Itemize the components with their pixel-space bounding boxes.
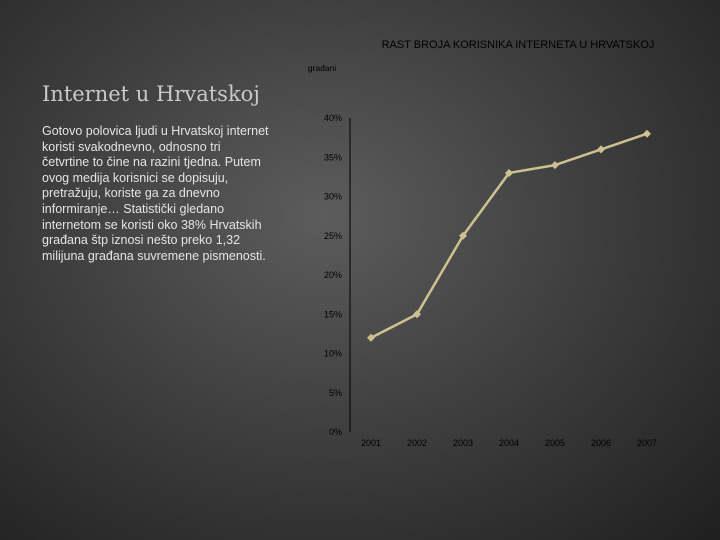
x-tick-label: 2004 <box>499 438 519 448</box>
data-point-marker <box>551 161 559 170</box>
series-group <box>367 129 651 342</box>
chart-title: RAST BROJA KORISNIKA INTERNETA U HRVATSK… <box>382 39 655 51</box>
chart-subtitle: građani <box>308 63 336 73</box>
y-tick-label: 30% <box>324 192 342 202</box>
x-tick-label: 2003 <box>453 438 473 448</box>
data-point-marker <box>367 333 375 342</box>
y-tick-label: 35% <box>324 152 342 162</box>
y-tick-label: 10% <box>324 349 342 359</box>
y-tick-labels: 0% 5% 10% 15% 20% 25% 30% 35% 40% <box>324 113 342 437</box>
y-tick-label: 25% <box>324 231 342 241</box>
x-tick-label: 2006 <box>591 438 611 448</box>
data-point-marker <box>505 168 513 177</box>
data-point-marker <box>643 129 651 138</box>
data-point-marker <box>597 145 605 154</box>
y-tick-label: 0% <box>329 427 342 437</box>
data-point-marker <box>459 231 467 240</box>
x-tick-labels: 2001 2002 2003 2004 2005 2006 2007 <box>361 438 657 448</box>
y-tick-label: 20% <box>324 270 342 280</box>
x-tick-label: 2007 <box>637 438 657 448</box>
x-tick-label: 2001 <box>361 438 381 448</box>
y-tick-label: 15% <box>324 309 342 319</box>
data-point-marker <box>413 310 421 319</box>
y-tick-label: 40% <box>324 113 342 123</box>
slide-title: Internet u Hrvatskoj <box>42 82 260 106</box>
slide-body-text: Gotovo polovica ljudi u Hrvatskoj intern… <box>42 124 269 263</box>
series-line <box>370 132 648 339</box>
x-tick-label: 2002 <box>407 438 427 448</box>
y-tick-label: 5% <box>329 388 342 398</box>
x-tick-label: 2005 <box>545 438 565 448</box>
